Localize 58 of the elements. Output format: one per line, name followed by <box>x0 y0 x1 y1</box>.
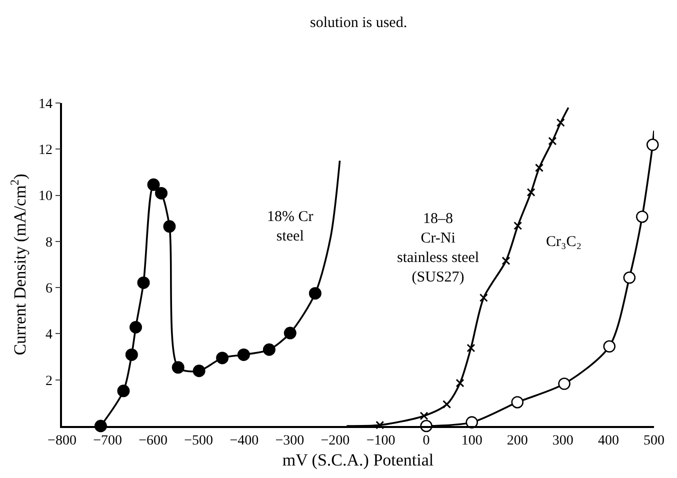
x-tick-label: 400 <box>598 434 619 449</box>
point <box>502 256 510 266</box>
point <box>558 378 570 390</box>
y-tick-label: 4 <box>45 328 52 343</box>
point <box>511 396 524 408</box>
point <box>534 164 544 172</box>
point <box>420 412 428 420</box>
point <box>376 420 384 430</box>
point <box>237 348 250 361</box>
point <box>479 293 488 302</box>
x-tick-label: −700 <box>93 434 122 449</box>
x-tick-label: 100 <box>461 434 482 449</box>
point <box>308 287 322 300</box>
point <box>125 348 138 361</box>
point <box>456 378 464 388</box>
y-tick-label: 12 <box>38 143 52 158</box>
annotation: 18% Cr steel <box>267 209 314 244</box>
point <box>147 178 160 191</box>
point <box>548 136 557 146</box>
y-tick-label: 2 <box>45 374 52 389</box>
x-tick-label: 500 <box>644 434 664 449</box>
y-tick-label: 8 <box>45 235 52 250</box>
point <box>603 340 616 353</box>
x-tick-label: −300 <box>275 434 304 449</box>
annotation: Cr₃C₂ <box>546 234 582 250</box>
x-tick-label: −500 <box>184 434 214 449</box>
x-tick-label: −400 <box>230 434 259 449</box>
point <box>117 384 130 398</box>
point <box>262 343 276 356</box>
x-tick-label: −200 <box>320 434 350 449</box>
point <box>556 118 565 127</box>
point <box>526 188 536 197</box>
point <box>514 221 522 230</box>
point <box>130 321 142 334</box>
point <box>216 352 229 364</box>
point <box>646 138 659 151</box>
x-tick-label: −100 <box>366 434 396 449</box>
point <box>192 364 206 378</box>
point <box>284 326 296 340</box>
point <box>636 210 648 223</box>
y-tick-label: 10 <box>38 189 52 204</box>
point <box>442 400 452 409</box>
point <box>172 361 184 374</box>
x-tick-label: 300 <box>552 434 574 449</box>
y-tick-label: 6 <box>45 281 52 296</box>
point <box>466 344 476 352</box>
point <box>163 220 176 233</box>
point <box>155 186 168 200</box>
text: solution is used. <box>310 15 408 31</box>
point <box>137 276 150 289</box>
point <box>623 272 636 284</box>
x-axis-title: mV (S.C.A.) Potential <box>282 450 434 470</box>
x-tick-label: −800 <box>48 434 76 449</box>
x-tick-label: 0 <box>422 434 430 449</box>
x-tick-label: 200 <box>506 434 528 449</box>
x-tick-label: −600 <box>138 434 168 449</box>
y-tick-label: 14 <box>38 96 52 112</box>
annotation: 18–8 Cr-Ni stainless steel (SUS27) <box>397 211 480 286</box>
